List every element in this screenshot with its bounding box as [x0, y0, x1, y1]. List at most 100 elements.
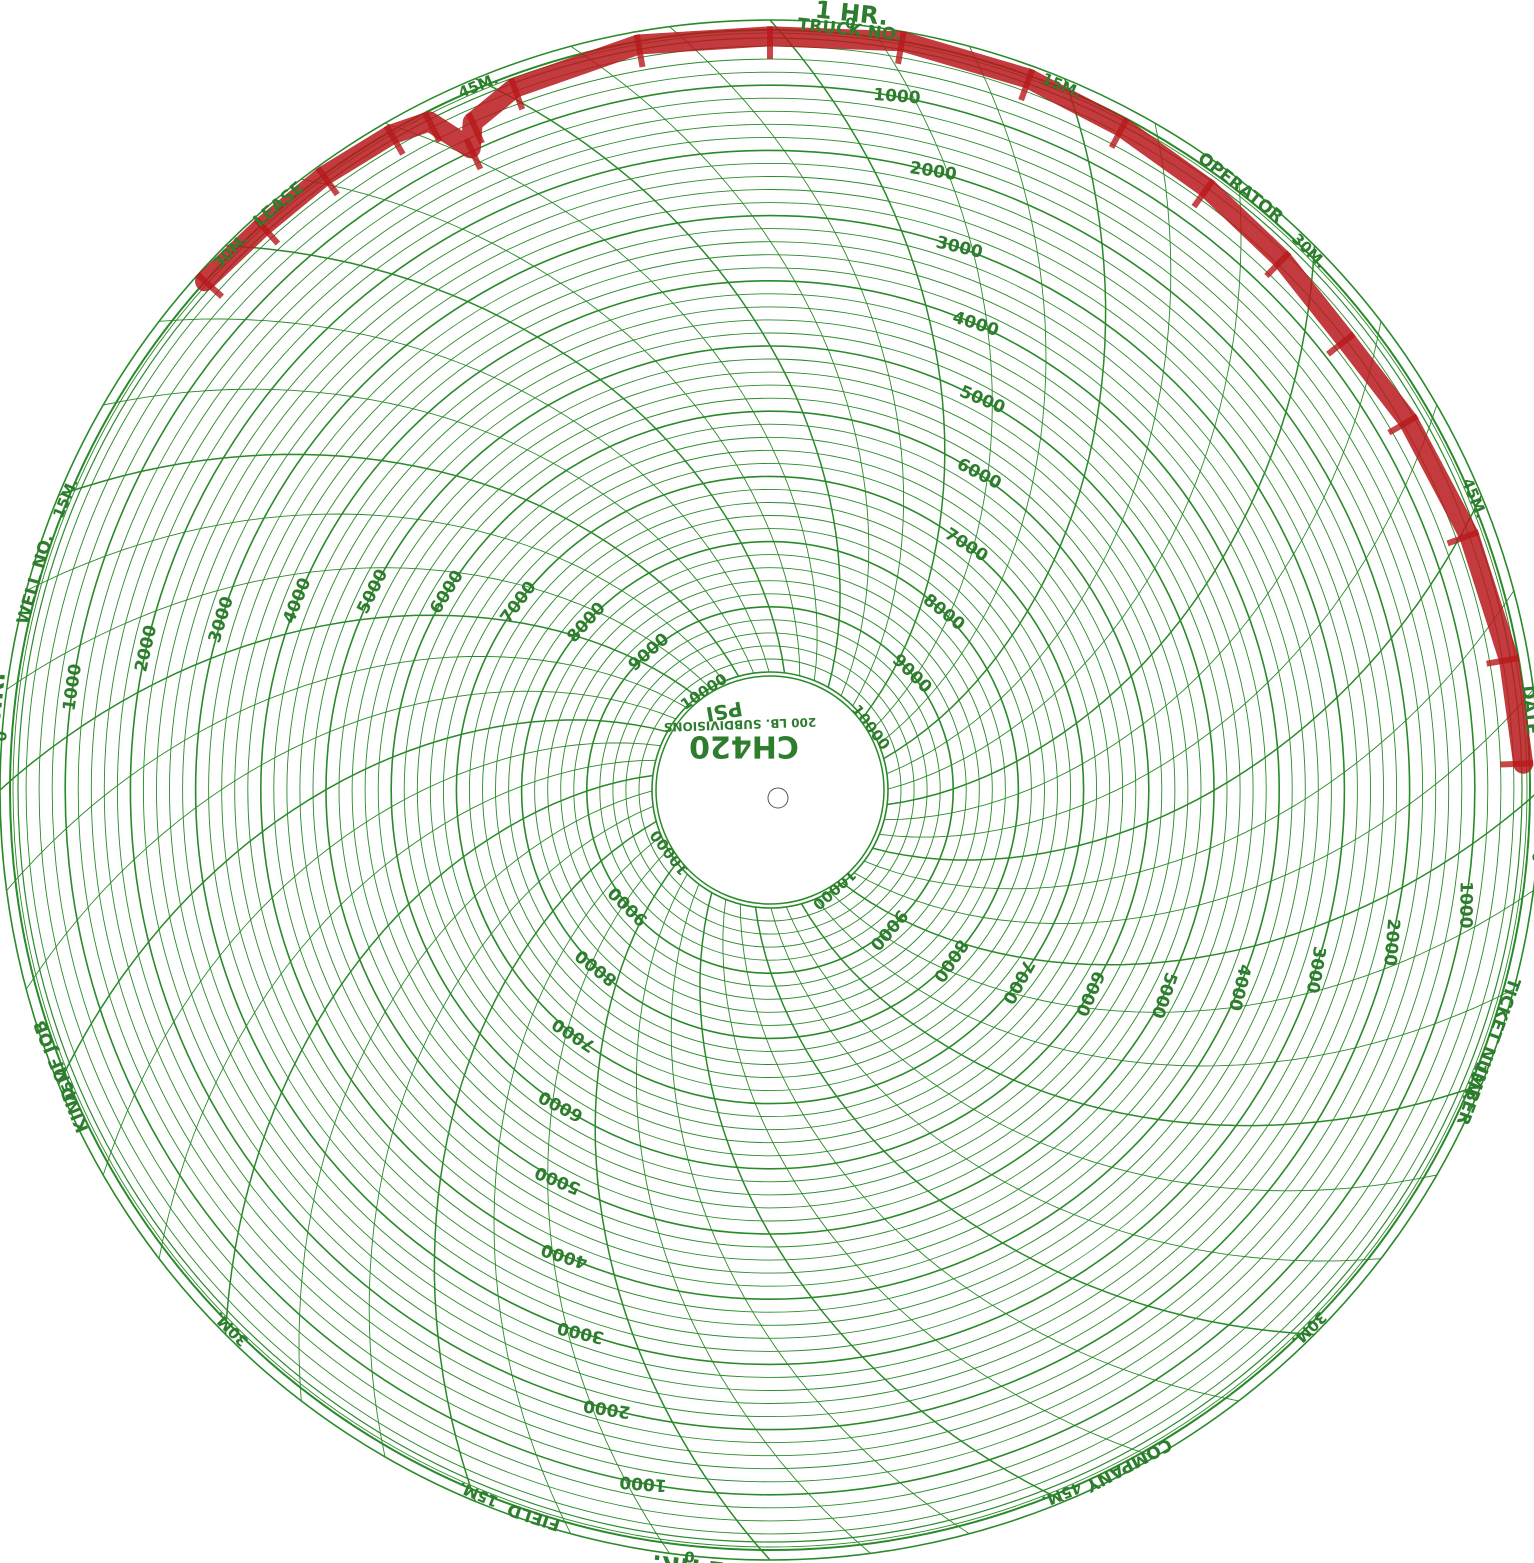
pen-trace-spike	[1108, 117, 1130, 149]
time-line	[224, 774, 654, 1335]
pressure-ring	[416, 436, 1124, 1144]
pressure-ring	[259, 279, 1281, 1301]
pen-trace-spike	[422, 111, 443, 144]
pressure-ring	[286, 306, 1254, 1274]
pressure-ring	[390, 410, 1150, 1170]
time-line	[225, 244, 786, 674]
pressure-ring	[299, 319, 1241, 1261]
pressure-ring	[194, 214, 1346, 1366]
pressure-ring	[77, 97, 1463, 1483]
pressure-ring	[103, 123, 1437, 1457]
time-line	[879, 404, 1438, 838]
pressure-ring	[234, 254, 1306, 1326]
time-line	[887, 179, 1242, 790]
time-line	[829, 890, 1534, 1013]
time-line	[769, 19, 946, 718]
time-line	[0, 614, 698, 791]
time-line	[635, 873, 871, 1554]
time-line	[883, 78, 1107, 760]
pen-trace-spike	[315, 166, 340, 197]
pressure-tick-label: 0	[0, 730, 11, 742]
pen-trace-spike	[1191, 178, 1216, 209]
time-line	[298, 790, 653, 1401]
center-hub	[655, 675, 885, 905]
pressure-ring	[520, 540, 1020, 1040]
time-line	[870, 26, 993, 731]
pen-trace	[195, 26, 1534, 774]
time-line	[699, 892, 1066, 1503]
pen-trace-line	[195, 26, 1534, 774]
time-line	[58, 453, 740, 677]
time-line	[102, 742, 661, 1176]
time-line	[474, 77, 841, 688]
pressure-ring	[403, 423, 1137, 1157]
pressure-ring	[116, 136, 1424, 1444]
time-line	[842, 794, 1534, 966]
pressure-ring	[612, 632, 928, 948]
pressure-ring	[364, 384, 1176, 1196]
time-line	[770, 907, 1381, 1262]
pen-trace-spike	[253, 217, 281, 246]
pressure-ring	[625, 645, 915, 935]
time-line	[6, 567, 711, 690]
time-line	[158, 759, 656, 1259]
pressure-ring	[534, 554, 1006, 1026]
pressure-ring	[560, 580, 980, 1000]
time-line	[800, 903, 1482, 1127]
form-field-label: DATE	[1517, 685, 1534, 736]
pressure-ring	[182, 202, 1358, 1378]
hour-label: 1 HR.	[0, 671, 11, 747]
pressure-ring	[573, 593, 967, 987]
time-line	[384, 122, 818, 681]
time-line	[670, 883, 970, 1535]
pressure-tick-label: 1000	[619, 1472, 668, 1496]
pressure-ring	[429, 449, 1111, 1131]
pen-trace-spike	[1446, 529, 1480, 547]
pressure-tick-label: 0	[845, 15, 855, 33]
pressure-tick-label: 1000	[1455, 881, 1475, 929]
hour-label: 1 HR.	[1529, 834, 1534, 910]
pen-trace-spike	[465, 111, 485, 145]
time-line	[754, 906, 1315, 1336]
chart-model-label: CH420	[689, 729, 799, 764]
pressure-ring	[585, 605, 954, 974]
time-line	[6, 655, 687, 891]
pressure-tick-label: 0	[1528, 851, 1534, 863]
time-line	[368, 805, 654, 1457]
time-line	[739, 904, 1239, 1402]
pressure-ring	[312, 332, 1228, 1248]
pressure-ring	[351, 371, 1189, 1209]
time-line	[872, 494, 1483, 861]
pressure-ring	[495, 515, 1045, 1065]
pressure-ring	[599, 619, 941, 961]
pressure-ring	[208, 228, 1332, 1352]
time-line	[722, 899, 1156, 1458]
pressure-tick-label: 2000	[1379, 918, 1403, 967]
time-line	[815, 898, 1514, 1067]
pressure-ring	[508, 528, 1032, 1052]
time-line	[301, 178, 801, 676]
time-line	[863, 590, 1515, 890]
pressure-tick-label: 0	[684, 1547, 694, 1563]
time-line	[785, 906, 1437, 1192]
time-line	[878, 46, 1047, 745]
center-pin-mark	[767, 787, 789, 809]
time-line	[669, 26, 905, 707]
pressure-tick-label: 1000	[873, 85, 922, 109]
time-line	[493, 835, 662, 1534]
pen-trace-spike	[1500, 760, 1534, 768]
pressure-ring	[547, 567, 993, 1013]
pressure-ring	[273, 293, 1267, 1287]
time-line	[103, 388, 755, 674]
time-line	[25, 690, 677, 990]
pressure-ring	[169, 189, 1371, 1391]
pressure-ring	[129, 149, 1411, 1431]
pen-trace-spike	[633, 34, 646, 68]
pressure-ring	[442, 462, 1098, 1118]
pressure-ring	[651, 671, 889, 909]
pen-trace-spike	[195, 272, 225, 299]
pen-trace-spike	[1326, 331, 1356, 357]
time-line	[594, 862, 771, 1561]
time-line	[570, 45, 870, 697]
